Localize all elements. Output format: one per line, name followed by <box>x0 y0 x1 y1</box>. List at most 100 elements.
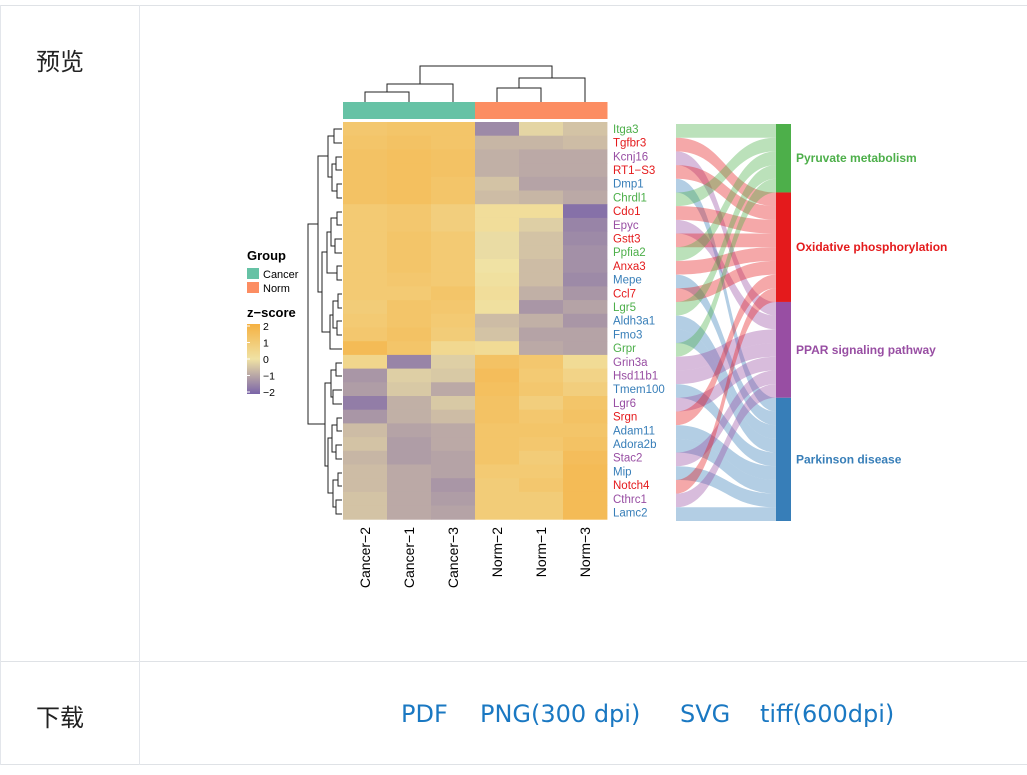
heat-cell-srgn-cancer-2 <box>343 409 388 424</box>
heat-cell-tmem100-cancer-1 <box>387 382 432 397</box>
heat-cell-srgn-cancer-1 <box>387 409 432 424</box>
heat-cell-dmp1-cancer-3 <box>431 176 476 191</box>
download-tiff-link[interactable]: tiff(600dpi) <box>760 700 895 728</box>
heat-cell-hsd11b1-norm-3 <box>563 368 608 383</box>
heat-cell-epyc-cancer-1 <box>387 217 432 232</box>
heat-cell-lamc2-cancer-2 <box>343 505 388 520</box>
heat-cell-lamc2-cancer-1 <box>387 505 432 520</box>
gene-label-kcnj16: Kcnj16 <box>613 151 648 163</box>
heat-cell-ccl7-cancer-2 <box>343 286 388 301</box>
heat-cell-lamc2-norm-1 <box>519 505 564 520</box>
heat-cell-chrdl1-norm-1 <box>519 190 564 205</box>
heat-cell-itga3-norm-2 <box>475 122 520 137</box>
zscore-tick-label-4: −2 <box>263 387 275 399</box>
heat-cell-fmo3-cancer-1 <box>387 327 432 342</box>
heat-cell-epyc-cancer-2 <box>343 217 388 232</box>
sankey-link-itga3 <box>676 124 776 138</box>
heat-cell-cdo1-norm-1 <box>519 204 564 219</box>
zscore-tick-label-3: −1 <box>263 371 275 383</box>
legend-swatch-cancer <box>247 268 259 279</box>
gene-label-mip: Mip <box>613 466 632 478</box>
heat-cell-anxa3-cancer-1 <box>387 259 432 274</box>
sankey-link-gstt3 <box>676 233 776 248</box>
heat-cell-lamc2-norm-3 <box>563 505 608 520</box>
heat-cell-grin3a-norm-3 <box>563 354 608 369</box>
gene-label-gstt3: Gstt3 <box>613 233 640 245</box>
heat-cell-lgr6-norm-3 <box>563 396 608 411</box>
sankey-link-aldh3a1 <box>676 315 776 439</box>
heat-cell-tgfbr3-cancer-3 <box>431 135 476 150</box>
sankey-link-kcnj16 <box>676 151 776 316</box>
heat-cell-srgn-norm-1 <box>519 409 564 424</box>
heat-cell-srgn-norm-2 <box>475 409 520 424</box>
heat-cell-adora2b-norm-3 <box>563 437 608 452</box>
heat-cell-adora2b-norm-1 <box>519 437 564 452</box>
heat-cell-tmem100-norm-2 <box>475 382 520 397</box>
heat-cell-lgr5-norm-1 <box>519 300 564 315</box>
heat-cell-lgr6-norm-1 <box>519 396 564 411</box>
zscore-tick-label-1: 1 <box>263 338 269 350</box>
heat-cell-anxa3-cancer-2 <box>343 259 388 274</box>
label-column <box>0 5 140 765</box>
heat-cell-grin3a-cancer-1 <box>387 354 432 369</box>
gene-label-lamc2: Lamc2 <box>613 507 648 519</box>
heat-cell-epyc-norm-3 <box>563 217 608 232</box>
heat-cell-rt1-s3-norm-1 <box>519 163 564 178</box>
group-bar-norm-3 <box>475 102 520 119</box>
column-labels: Cancer−2 Cancer−1 Cancer−3 Norm−2 Norm−1 Norm… <box>357 527 593 588</box>
heat-cell-gstt3-cancer-1 <box>387 231 432 246</box>
heat-cell-stac2-cancer-2 <box>343 450 388 465</box>
heat-cell-cthrc1-norm-1 <box>519 491 564 506</box>
download-pdf-link[interactable]: PDF <box>401 700 448 728</box>
heat-cell-kcnj16-norm-3 <box>563 149 608 164</box>
heat-cell-cthrc1-cancer-2 <box>343 491 388 506</box>
download-label: 下载 <box>36 704 84 732</box>
heat-cell-itga3-cancer-2 <box>343 122 388 137</box>
heat-cell-lgr5-cancer-3 <box>431 300 476 315</box>
heat-cell-lamc2-cancer-3 <box>431 505 476 520</box>
gene-label-notch4: Notch4 <box>613 480 650 492</box>
sankey-node-parkinson-disease <box>776 397 791 521</box>
zscore-ticks: 2 1 0 −1 −2 <box>247 321 275 399</box>
heat-cell-hsd11b1-cancer-3 <box>431 368 476 383</box>
heat-cell-gstt3-norm-1 <box>519 231 564 246</box>
sankey-link-notch4 <box>676 288 776 494</box>
heat-cell-aldh3a1-norm-1 <box>519 313 564 328</box>
heat-cell-grpr-norm-3 <box>563 341 608 356</box>
heat-cell-ccl7-cancer-1 <box>387 286 432 301</box>
heat-cell-lgr5-cancer-1 <box>387 300 432 315</box>
heat-cell-cthrc1-cancer-3 <box>431 491 476 506</box>
download-svg-link[interactable]: SVG <box>680 700 731 728</box>
heat-cell-aldh3a1-cancer-2 <box>343 313 388 328</box>
sankey-link-stac2 <box>676 370 776 467</box>
heat-cell-kcnj16-norm-1 <box>519 149 564 164</box>
heat-cell-adora2b-cancer-3 <box>431 437 476 452</box>
gene-label-cdo1: Cdo1 <box>613 206 641 218</box>
gene-label-tgfbr3: Tgfbr3 <box>613 138 646 150</box>
heat-cell-gstt3-norm-3 <box>563 231 608 246</box>
download-png-link[interactable]: PNG(300 dpi) <box>480 700 641 728</box>
heat-cell-srgn-norm-3 <box>563 409 608 424</box>
heat-cell-adora2b-cancer-1 <box>387 437 432 452</box>
heat-cell-aldh3a1-norm-2 <box>475 313 520 328</box>
heat-cell-itga3-cancer-1 <box>387 122 432 137</box>
heat-cell-mip-cancer-2 <box>343 464 388 479</box>
gene-label-cthrc1: Cthrc1 <box>613 494 647 506</box>
column-label-cancer-1: Cancer−1 <box>401 527 417 588</box>
sankey-link-chrdl1 <box>676 137 776 207</box>
heatmap-cells <box>343 122 608 520</box>
heat-cell-adora2b-cancer-2 <box>343 437 388 452</box>
gene-label-tmem100: Tmem100 <box>613 384 665 396</box>
table-border-top <box>0 5 1027 6</box>
sankey-link-ccl7 <box>676 260 776 302</box>
heat-cell-cdo1-cancer-2 <box>343 204 388 219</box>
group-bar-cancer-0 <box>343 102 388 119</box>
sankey-link-ppfia2 <box>676 151 776 261</box>
sankey-link-anxa3 <box>676 247 776 275</box>
heat-cell-mepe-cancer-1 <box>387 272 432 287</box>
heat-cell-ppfia2-norm-2 <box>475 245 520 260</box>
column-label-norm-3: Norm−3 <box>577 527 593 577</box>
sankey-link-grpr <box>676 178 776 357</box>
heat-cell-dmp1-norm-3 <box>563 176 608 191</box>
